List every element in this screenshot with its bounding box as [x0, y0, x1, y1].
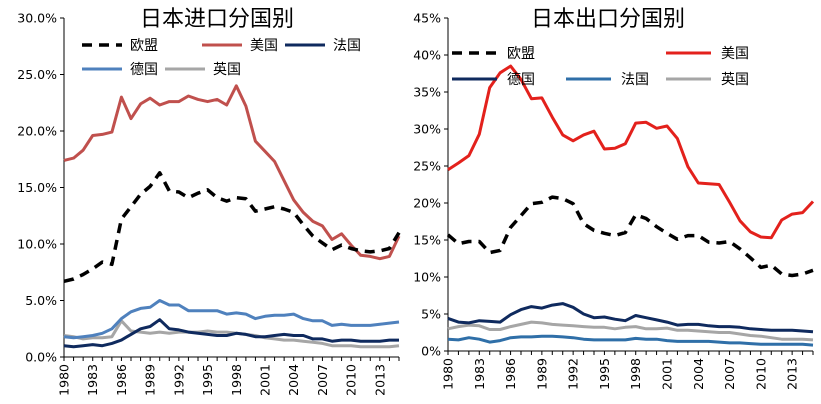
- x-tick-label: 2001: [258, 364, 273, 396]
- y-tick-label: 25%: [413, 159, 441, 174]
- x-tick-label: 1980: [57, 364, 72, 396]
- y-tick-label: 15%: [413, 233, 441, 248]
- y-tick-label: 5.0%: [25, 293, 57, 308]
- x-tick-label: 1980: [441, 358, 456, 390]
- x-tick-label: 2010: [344, 364, 359, 396]
- x-tick-label: 1998: [628, 358, 643, 390]
- x-tick-label: 1992: [566, 358, 581, 390]
- x-tick-label: 1989: [143, 364, 158, 396]
- x-tick-label: 2007: [315, 364, 330, 396]
- x-tick-label: 2004: [691, 358, 706, 390]
- legend-label: 英国: [213, 61, 241, 78]
- legend-label: 美国: [250, 38, 278, 54]
- x-tick-label: 1992: [171, 364, 186, 396]
- y-tick-label: 30%: [413, 122, 441, 137]
- y-tick-label: 20.0%: [17, 124, 57, 139]
- series-line-1: [63, 84, 401, 261]
- x-tick-label: 1983: [472, 358, 487, 390]
- x-tick-label: 2004: [286, 364, 301, 396]
- legend-label: 英国: [721, 71, 749, 88]
- x-tick-label: 2013: [372, 364, 387, 396]
- x-tick-label: 1986: [114, 364, 129, 396]
- export-chart: 日本出口分国别 0% 5% 10% 15% 20% 25% 30% 35% 40% 45% 1980 1…: [413, 7, 815, 390]
- legend-label: 美国: [721, 46, 749, 62]
- series-line-4: [63, 319, 400, 349]
- x-tick-label: 2013: [785, 358, 800, 390]
- x-tick-label: 1983: [85, 364, 100, 396]
- legend-label: 德国: [507, 72, 535, 88]
- import-chart: 日本进口分国别 0.0% 5.0% 10.0% 15.0% 20.0% 25.0% 30.0%…: [17, 7, 401, 396]
- legend-label: 德国: [130, 62, 158, 78]
- y-tick-label: 45%: [413, 11, 441, 26]
- x-tick-label: 1998: [229, 364, 244, 396]
- series-line-1: [447, 64, 815, 240]
- x-tick-label: 2007: [722, 358, 737, 390]
- legend-label: 欧盟: [130, 38, 158, 54]
- y-tick-label: 15.0%: [17, 180, 57, 195]
- series-line-0: [446, 195, 814, 278]
- y-tick-label: 0.0%: [25, 350, 57, 365]
- series-line-0: [63, 171, 401, 284]
- series-line-3: [63, 299, 400, 340]
- y-tick-label: 25.0%: [17, 67, 57, 82]
- x-tick-label: 2010: [753, 358, 768, 390]
- y-tick-label: 10%: [413, 270, 441, 285]
- x-tick-label: 1995: [200, 364, 215, 396]
- y-tick-label: 20%: [413, 196, 441, 211]
- y-tick-label: 5%: [421, 307, 441, 322]
- series-line-3: [447, 302, 814, 334]
- y-tick-label: 0%: [421, 344, 441, 359]
- legend-label: 法国: [333, 38, 361, 54]
- chart-title: 日本进口分国别: [140, 7, 294, 32]
- series-line-2: [63, 318, 399, 349]
- legend-label: 欧盟: [507, 46, 535, 62]
- y-tick-label: 40%: [413, 48, 441, 63]
- y-tick-label: 35%: [413, 85, 441, 100]
- series-line-4: [447, 320, 814, 342]
- series-line-2: [447, 334, 814, 347]
- y-tick-label: 10.0%: [17, 237, 57, 252]
- x-tick-label: 1986: [503, 358, 518, 390]
- x-tick-label: 1995: [597, 358, 612, 390]
- chart-title: 日本出口分国别: [531, 7, 685, 32]
- x-tick-label: 1989: [534, 358, 549, 390]
- legend-label: 法国: [621, 72, 649, 88]
- x-tick-label: 2001: [660, 358, 675, 390]
- y-tick-label: 30.0%: [17, 11, 57, 26]
